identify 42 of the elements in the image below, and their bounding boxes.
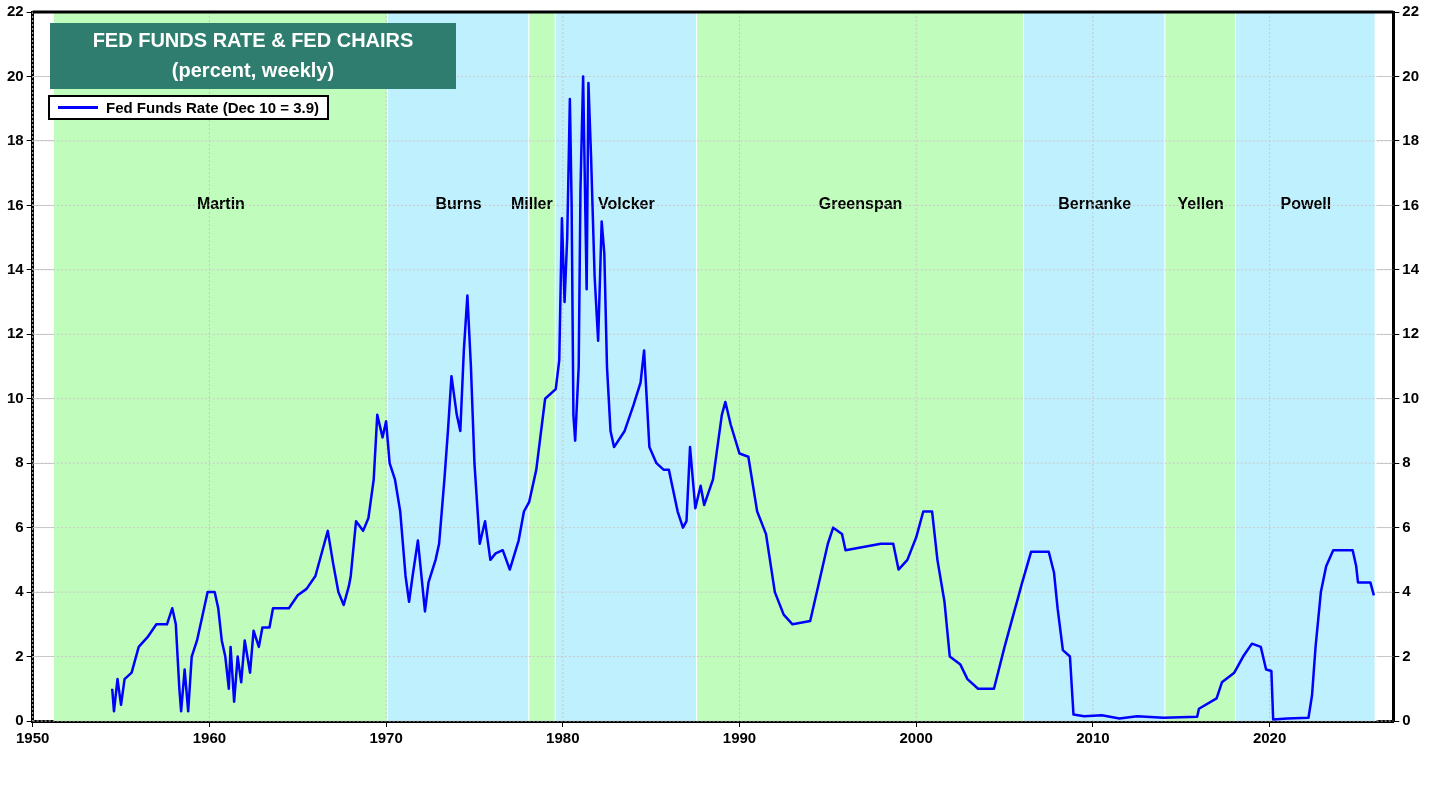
y-tick-label: 0 bbox=[15, 711, 24, 729]
band-label: Yellen bbox=[1177, 194, 1224, 212]
y-tick-label: 16 bbox=[7, 195, 24, 213]
y2-tick-label: 12 bbox=[1402, 324, 1419, 342]
y-tick-label: 4 bbox=[15, 582, 25, 600]
x-tick-label: 1960 bbox=[192, 729, 227, 747]
x-tick-label: 1980 bbox=[546, 729, 580, 747]
x-tick-label: 2010 bbox=[1076, 729, 1110, 747]
y-tick-label: 12 bbox=[7, 324, 24, 342]
y2-tick-label: 10 bbox=[1402, 388, 1419, 406]
y-tick-label: 22 bbox=[7, 2, 24, 20]
band-label: Greenspan bbox=[818, 194, 903, 212]
y2-tick-label: 0 bbox=[1402, 711, 1411, 729]
y-tick-label: 10 bbox=[7, 388, 24, 406]
band-label: Burns bbox=[435, 194, 482, 212]
x-tick-label: 1970 bbox=[369, 729, 403, 747]
x-tick-label: 2020 bbox=[1252, 729, 1287, 747]
y-tick-label: 14 bbox=[7, 259, 25, 277]
y-tick-label: 18 bbox=[7, 131, 24, 149]
y2-tick-label: 6 bbox=[1402, 517, 1411, 535]
band-label: Volcker bbox=[598, 194, 655, 212]
x-tick-label: 2000 bbox=[899, 729, 933, 747]
y-tick-label: 2 bbox=[15, 646, 24, 664]
y2-tick-label: 2 bbox=[1402, 646, 1411, 664]
y2-tick-label: 18 bbox=[1402, 131, 1419, 149]
y2-tick-label: 14 bbox=[1402, 259, 1420, 277]
y2-tick-label: 22 bbox=[1402, 2, 1419, 20]
band-label: Miller bbox=[510, 194, 553, 212]
band-label: Powell bbox=[1280, 194, 1332, 212]
y2-tick-label: 8 bbox=[1402, 453, 1411, 471]
y2-tick-label: 16 bbox=[1402, 195, 1419, 213]
legend-label: Fed Funds Rate (Dec 10 = 3.9) bbox=[106, 99, 319, 116]
x-tick-label: 1990 bbox=[722, 729, 757, 747]
band-label: Martin bbox=[196, 194, 245, 212]
x-tick-label: 1950 bbox=[16, 729, 50, 747]
y2-tick-label: 4 bbox=[1402, 582, 1412, 600]
y-tick-label: 20 bbox=[7, 66, 24, 84]
y-tick-label: 6 bbox=[15, 517, 24, 535]
band-label: Bernanke bbox=[1058, 194, 1132, 212]
y-tick-label: 8 bbox=[15, 453, 24, 471]
y2-tick-label: 20 bbox=[1402, 66, 1419, 84]
title-box: FED FUNDS RATE & FED CHAIRS (percent, weekly) bbox=[50, 23, 456, 89]
